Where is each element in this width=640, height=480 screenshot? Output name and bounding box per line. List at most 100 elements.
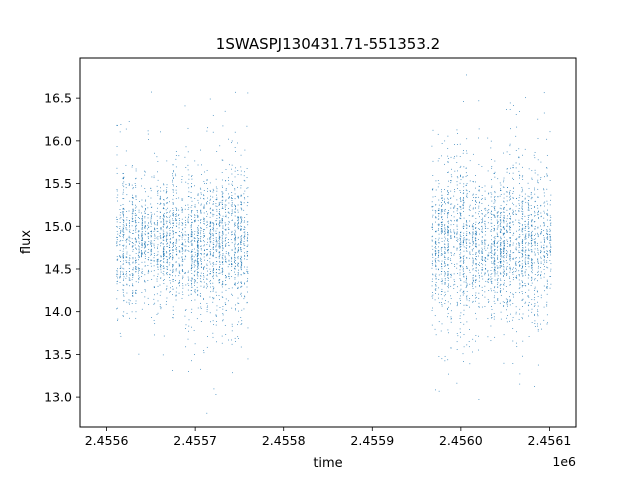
data-point — [503, 253, 505, 255]
data-point — [197, 294, 199, 296]
data-point — [522, 260, 523, 262]
data-point — [500, 252, 502, 254]
data-point — [459, 234, 461, 236]
data-point — [490, 217, 492, 219]
data-point — [116, 239, 118, 241]
data-point — [135, 261, 137, 263]
data-point — [237, 297, 239, 299]
data-point — [135, 271, 137, 273]
data-point — [126, 211, 128, 212]
data-point — [448, 180, 449, 182]
data-point — [494, 208, 496, 210]
data-point — [123, 268, 125, 270]
data-point — [512, 191, 514, 193]
data-point — [465, 238, 467, 240]
data-point — [490, 247, 492, 249]
data-point — [234, 282, 236, 284]
data-point — [138, 279, 140, 281]
data-point — [163, 246, 165, 247]
data-point — [540, 323, 541, 325]
data-point — [531, 278, 533, 280]
data-point — [200, 252, 202, 254]
data-point — [231, 219, 233, 221]
data-point — [432, 307, 433, 309]
data-point — [197, 268, 199, 269]
data-point — [521, 216, 523, 217]
data-point — [159, 211, 161, 213]
data-point — [222, 220, 223, 222]
data-point — [444, 224, 446, 226]
data-point — [191, 264, 193, 266]
data-point — [163, 335, 165, 337]
data-point — [499, 302, 501, 304]
data-point — [525, 256, 527, 258]
data-point — [241, 204, 243, 206]
data-point — [451, 168, 452, 170]
data-point — [172, 212, 174, 213]
data-point — [431, 310, 433, 311]
data-point — [141, 254, 142, 256]
data-point — [197, 271, 199, 273]
data-point — [494, 171, 496, 173]
data-point — [543, 238, 545, 240]
data-point — [441, 266, 442, 268]
data-point — [228, 260, 230, 262]
data-point — [484, 306, 486, 307]
data-point — [503, 201, 505, 203]
data-point — [184, 273, 186, 275]
data-point — [176, 209, 177, 211]
data-point — [453, 229, 455, 231]
data-point — [175, 239, 177, 241]
data-point — [438, 297, 439, 299]
data-point — [207, 188, 208, 190]
data-point — [444, 232, 446, 234]
data-point — [132, 187, 134, 188]
data-point — [194, 216, 196, 218]
data-point — [533, 299, 535, 301]
data-point — [116, 216, 118, 218]
data-point — [443, 198, 445, 200]
data-point — [475, 244, 477, 245]
data-point — [193, 256, 195, 258]
data-point — [172, 306, 174, 308]
data-point — [190, 236, 192, 238]
data-point — [154, 302, 156, 304]
data-point — [531, 299, 533, 301]
data-point — [491, 243, 493, 245]
data-point — [241, 256, 242, 258]
data-point — [227, 241, 229, 243]
data-point — [466, 192, 468, 194]
data-point — [519, 292, 520, 294]
data-point — [456, 162, 458, 163]
data-point — [525, 255, 527, 257]
data-point — [530, 198, 532, 200]
data-point — [203, 299, 204, 300]
data-point — [521, 249, 523, 251]
data-point — [500, 254, 501, 256]
data-point — [540, 257, 542, 259]
data-point — [150, 265, 152, 267]
data-point — [484, 208, 486, 210]
data-point — [431, 240, 433, 242]
data-point — [509, 244, 510, 246]
data-point — [172, 309, 174, 311]
data-point — [128, 259, 130, 261]
data-point — [150, 241, 152, 243]
data-point — [240, 261, 242, 263]
data-point — [445, 300, 446, 301]
data-point — [432, 189, 434, 191]
data-point — [519, 234, 521, 235]
data-point — [181, 251, 183, 253]
data-point — [160, 203, 162, 204]
data-point — [538, 211, 539, 213]
data-point — [182, 222, 183, 224]
data-point — [135, 199, 137, 200]
data-point — [131, 165, 133, 166]
data-point — [463, 304, 465, 306]
data-point — [509, 266, 511, 268]
data-point — [159, 195, 161, 197]
data-point — [206, 221, 208, 223]
data-point — [172, 254, 174, 256]
data-point — [134, 262, 136, 264]
data-point — [465, 275, 467, 277]
